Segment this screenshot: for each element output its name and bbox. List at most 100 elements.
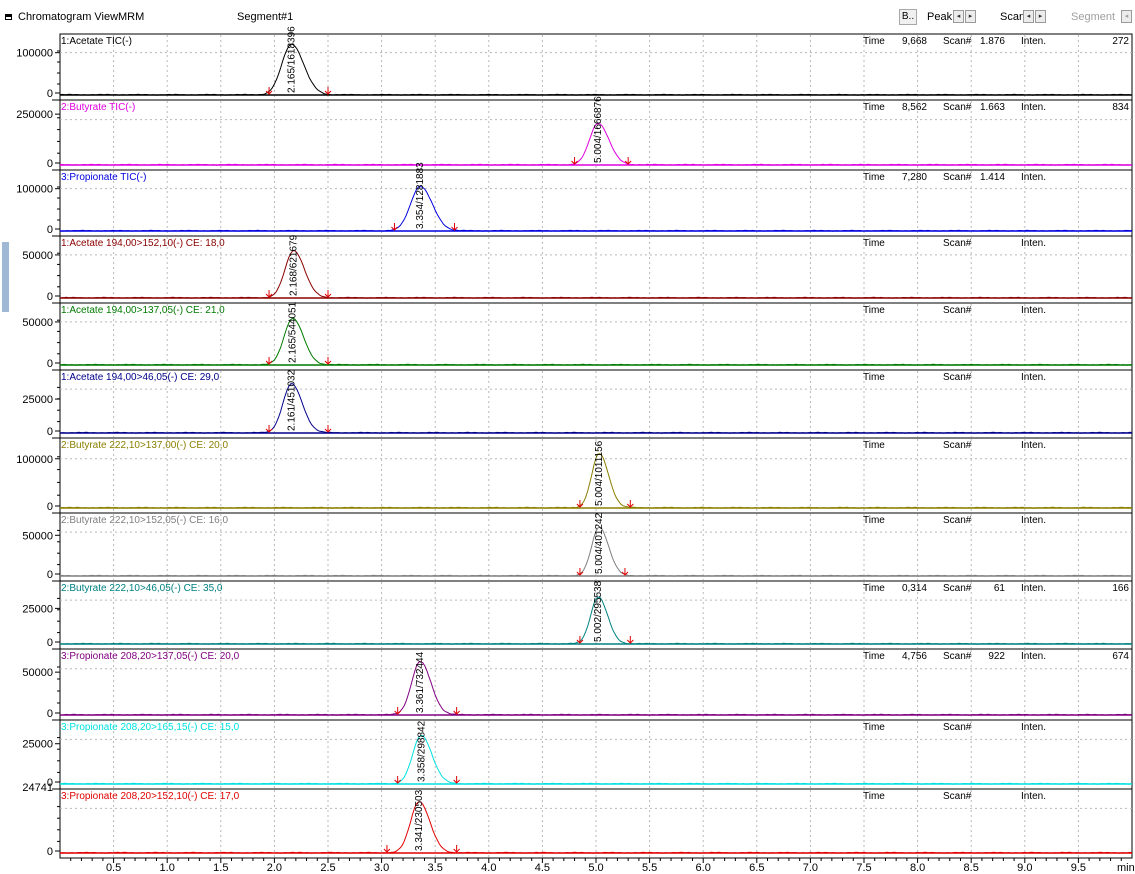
readout-inten-label: Inten. (1021, 372, 1046, 383)
y-tick-label: 0 (47, 224, 53, 236)
readout-time-value: 8,562 (902, 102, 927, 113)
readout-scan-label: Scan# (943, 172, 972, 183)
marker-arrowhead (265, 428, 273, 433)
readout-inten-value: 674 (1112, 651, 1129, 662)
marker-arrowhead (265, 293, 273, 298)
marker-arrowhead (324, 293, 332, 298)
y-tick-label: 50000 (22, 667, 53, 679)
segment-prev-arrow-icon[interactable]: ◂ (1121, 10, 1132, 23)
chromatogram-panel[interactable]: 25000 0 2.161/451032 1:Acetate 194,00>46,05… (22, 369, 1133, 438)
chromatogram-panel[interactable]: 50000 0 3.361/732444 3:Propionate 208,20>13… (22, 648, 1133, 720)
segment-nav-label: Segment (1071, 11, 1116, 23)
readout-inten-label: Inten. (1021, 515, 1046, 526)
y-tick-label: 0 (47, 708, 53, 720)
chromatogram-panel[interactable]: 250000 0 5.004/1666876 2:Butyrate TIC(-) Tim… (16, 96, 1132, 170)
x-tick-label: 2.0 (267, 862, 282, 874)
marker-arrowhead (576, 503, 584, 508)
x-tick-label: 1.0 (160, 862, 175, 874)
peak-label: 5.004/1666876 (593, 96, 604, 163)
y-tick-label: 0 (47, 637, 53, 649)
readout-scan-value: 1.663 (980, 102, 1005, 113)
chromatogram-panel[interactable]: 25000 0 5.002/295538 2:Butyrate 222,10>46,0… (22, 580, 1133, 649)
x-tick-label: 4.0 (481, 862, 496, 874)
x-tick-label: 5.0 (588, 862, 603, 874)
peak-label: 2.165/544051 (288, 301, 299, 363)
readout-inten-label: Inten. (1021, 172, 1046, 183)
readout-scan-value: 1.414 (980, 172, 1005, 183)
b-button[interactable]: B.. (899, 9, 917, 25)
y-tick-label: 50000 (22, 530, 53, 542)
marker-arrowhead (451, 226, 458, 231)
readout-time-value: 7,280 (902, 172, 927, 183)
chromatogram-panel[interactable]: 25000 0 3.358/298842 3:Propionate 208,20>16… (22, 719, 1133, 789)
y-tick-label: 0 (47, 777, 53, 789)
marker-arrowhead (324, 428, 332, 433)
trace-name: 2:Butyrate 222,10>152,05(-) CE: 16,0 (61, 515, 228, 526)
readout-inten-value: 166 (1112, 583, 1129, 594)
y-tick-label: 100000 (16, 48, 53, 60)
chromatogram-trace (59, 661, 1133, 716)
readout-time-label: Time (863, 102, 885, 113)
scan-nav-label: Scan (1000, 11, 1026, 23)
peak-label: 3.358/298842 (416, 720, 427, 782)
chromatogram-panel[interactable]: 0 24741 3.341/230503 3:Propionate 208,20>15… (22, 782, 1133, 858)
readout-scan-label: Scan# (943, 440, 972, 451)
readout-scan-label: Scan# (943, 651, 972, 662)
y-tick-label: 0 (47, 88, 53, 100)
x-tick-label: 8.0 (910, 862, 925, 874)
y-tick-label: 25000 (22, 603, 53, 615)
y-tick-label: 0 (47, 569, 53, 581)
readout-inten-label: Inten. (1021, 102, 1046, 113)
readout-inten-label: Inten. (1021, 651, 1046, 662)
y-tick-label: 0 (47, 358, 53, 370)
readout-time-value: 0,314 (902, 583, 927, 594)
y-tick-label: 0 (47, 426, 53, 438)
peak-prev-arrow-icon[interactable]: ◂ (953, 10, 964, 23)
readout-scan-value: 61 (994, 583, 1006, 594)
y-tick-label: 0 (47, 291, 53, 303)
readout-scan-label: Scan# (943, 102, 972, 113)
chromatogram-panel[interactable]: 50000 0 2.168/621679 1:Acetate 194,00>152,1… (22, 234, 1133, 303)
x-tick-label: 3.0 (374, 862, 389, 874)
window-icon[interactable] (5, 14, 12, 20)
marker-arrowhead (324, 90, 332, 95)
marker-arrowhead (394, 710, 402, 715)
readout-inten-value: 834 (1112, 102, 1129, 113)
x-tick-label: 6.5 (749, 862, 764, 874)
y-tick-label: 0 (47, 158, 53, 170)
trace-name: 2:Butyrate 222,10>46,05(-) CE: 35,0 (61, 583, 223, 594)
readout-scan-label: Scan# (943, 583, 972, 594)
x-tick-label: 9.5 (1071, 862, 1086, 874)
marker-arrowhead (394, 779, 402, 784)
peak-next-arrow-icon[interactable]: ▸ (965, 10, 976, 23)
readout-scan-label: Scan# (943, 238, 972, 249)
chromatogram-panel[interactable]: 100000 0 5.004/1011156 2:Butyrate 222,10>13… (16, 437, 1133, 513)
peak-label: 5.004/401242 (594, 512, 605, 574)
segment-label: Segment#1 (237, 11, 294, 23)
readout-scan-label: Scan# (943, 515, 972, 526)
peak-label: 2.168/621679 (289, 234, 300, 296)
trace-name: 3:Propionate 208,20>137,05(-) CE: 20,0 (61, 651, 240, 662)
readout-time-label: Time (863, 583, 885, 594)
readout-time-value: 4,756 (902, 651, 927, 662)
x-tick-label: 0.5 (106, 862, 121, 874)
readout-time-label: Time (863, 791, 885, 802)
peak-label: 2.161/451032 (287, 369, 298, 431)
scan-next-arrow-icon[interactable]: ▸ (1035, 10, 1046, 23)
x-tick-label: 5.5 (642, 862, 657, 874)
readout-time-label: Time (863, 238, 885, 249)
peak-label: 5.002/295538 (593, 580, 604, 642)
chromatogram-panel[interactable]: 50000 0 2.165/544051 1:Acetate 194,00>137,0… (22, 301, 1133, 370)
marker-arrowhead (383, 848, 391, 853)
marker-arrowhead (626, 639, 634, 644)
readout-inten-value: 272 (1112, 36, 1129, 47)
x-tick-label: 7.5 (856, 862, 871, 874)
scan-prev-arrow-icon[interactable]: ◂ (1023, 10, 1034, 23)
marker-arrowhead (571, 160, 578, 165)
chromatogram-panel[interactable]: 100000 0 2.165/1618396 1:Acetate TIC(-) Time… (16, 26, 1133, 100)
chromatogram-panel[interactable]: 50000 0 5.004/401242 2:Butyrate 222,10>152,… (22, 512, 1133, 581)
chromatogram-panel[interactable]: 100000 0 3.354/1281883 3:Propionate TIC(-) T… (16, 162, 1133, 236)
splitter-handle[interactable] (2, 242, 9, 312)
x-tick-label: 1.5 (213, 862, 228, 874)
readout-time-label: Time (863, 722, 885, 733)
